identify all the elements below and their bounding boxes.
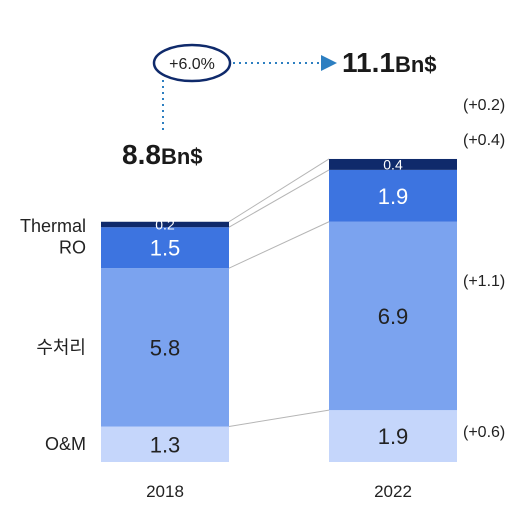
segment-value-2022-1: 6.9 [378, 304, 409, 329]
segment-value-2022-0: 1.9 [378, 424, 409, 449]
series-label-2: RO [59, 238, 86, 258]
bar-segment-2018-1 [101, 268, 229, 427]
delta-label-2: (+0.4) [463, 132, 505, 149]
growth-annotation: +6.0% [152, 43, 337, 134]
delta-label-0: (+0.6) [463, 424, 505, 441]
series-label-0: O&M [45, 434, 86, 454]
segment-value-2018-2: 1.5 [150, 236, 181, 261]
growth-badge [152, 43, 232, 83]
delta-label-3: (+0.2) [463, 97, 505, 114]
bars [101, 158, 457, 462]
segment-value-2022-2: 1.9 [378, 184, 409, 209]
total-2018-value: 8.8 [122, 139, 161, 170]
delta-label-1: (+1.1) [463, 273, 505, 290]
connector-line-0 [228, 409, 330, 428]
x-tick-2022: 2022 [374, 482, 412, 501]
total-2018-unit: Bn$ [161, 144, 203, 169]
connector-line-3 [228, 158, 330, 223]
total-2022-value: 11.1 [342, 47, 395, 78]
connector-lines [228, 158, 330, 428]
series-label-3: Thermal [20, 216, 86, 236]
total-2022: 11.1Bn$ [342, 47, 437, 78]
segment-value-2018-0: 1.3 [150, 432, 181, 457]
bar-segment-2018-0 [101, 426, 229, 462]
bar-segment-2022-2 [329, 169, 457, 222]
bar-segment-2018-2 [101, 227, 229, 269]
total-2022-unit: Bn$ [395, 52, 437, 77]
bar-segment-2018-3 [101, 221, 229, 228]
x-tick-2018: 2018 [146, 482, 184, 501]
segment-value-2018-3: 0.2 [155, 216, 175, 232]
connector-line-1 [228, 221, 330, 269]
delta-labels: (+0.6) (+1.1) (+0.4) (+0.2) [463, 97, 505, 441]
bar-segment-2022-3 [329, 158, 457, 170]
total-2018: 8.8Bn$ [122, 139, 203, 170]
segment-value-2018-1: 5.8 [150, 335, 181, 360]
bar-segment-2022-0 [329, 410, 457, 462]
growth-value: +6.0% [169, 56, 215, 73]
series-label-1: 수처리 [36, 337, 86, 357]
x-axis-labels: 2018 2022 [146, 482, 412, 501]
segment-value-2022-3: 0.4 [383, 156, 403, 172]
bar-segment-2022-1 [329, 221, 457, 411]
connector-line-2 [228, 169, 330, 228]
segment-labels: 1.3 5.8 1.5 0.2 1.9 6.9 1.9 0.4 [150, 156, 409, 457]
